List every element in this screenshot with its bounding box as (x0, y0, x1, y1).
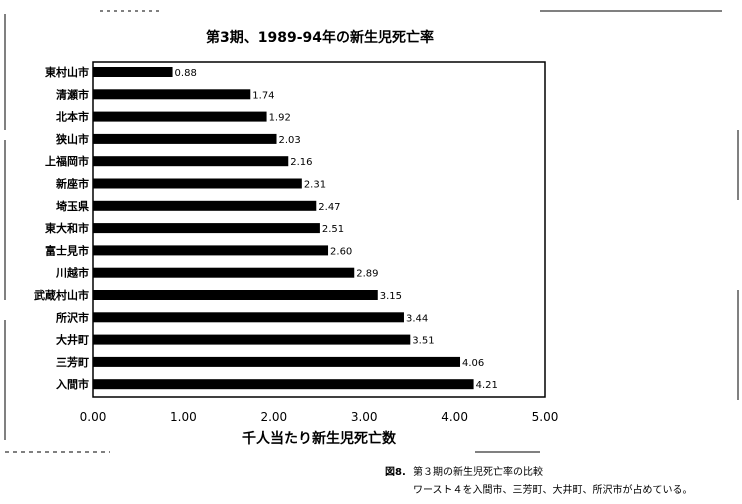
bar-value-label: 2.89 (356, 269, 378, 280)
bar (93, 356, 461, 367)
bar (93, 178, 302, 189)
category-label: 新座市 (56, 177, 89, 191)
x-tick-label: 3.00 (351, 410, 378, 424)
x-tick-label: 4.00 (441, 410, 468, 424)
bar-value-label: 2.47 (318, 202, 340, 213)
bar-value-label: 2.03 (279, 135, 301, 146)
x-tick-label: 5.00 (532, 410, 559, 424)
bar (93, 156, 289, 167)
scan-edge-lines (4, 10, 739, 453)
x-tick-label: 2.00 (260, 410, 287, 424)
category-label: 大井町 (56, 333, 89, 347)
category-label: 所沢市 (56, 310, 89, 324)
category-label: 富士見市 (45, 243, 89, 257)
bar (93, 334, 411, 345)
bar (93, 312, 404, 323)
category-label: 川越市 (55, 266, 89, 280)
category-label: 三芳町 (56, 355, 89, 369)
bar-value-label: 3.51 (412, 336, 434, 347)
bar-value-label: 2.60 (330, 246, 352, 257)
bar (93, 267, 355, 278)
category-label: 上福岡市 (45, 154, 89, 168)
category-label: 狭山市 (55, 132, 89, 146)
x-tick-label: 1.00 (170, 410, 197, 424)
x-tick-labels-group: 0.00 1.00 2.00 3.00 4.00 5.00 (80, 410, 559, 424)
bar (93, 89, 251, 100)
chart-title: 第3期、1989-94年の新生児死亡率 (206, 29, 434, 46)
bars-group: 0.88 1.74 1.92 2.03 2.16 2.31 2.47 2.51 2.60 2.89… (93, 67, 498, 391)
category-label: 東大和市 (45, 221, 89, 235)
bar (93, 133, 277, 144)
category-label: 入間市 (56, 377, 89, 391)
bar-value-label: 0.88 (175, 68, 197, 79)
bar-value-label: 2.51 (322, 224, 344, 235)
bar (93, 290, 378, 300)
bar-value-label: 1.92 (269, 113, 291, 124)
bar (93, 200, 317, 211)
bar (93, 245, 329, 256)
bar-value-label: 3.44 (406, 313, 428, 324)
category-label: 武蔵村山市 (34, 288, 89, 302)
figure-caption-label: 図8. (385, 467, 406, 478)
figure-caption-line-2: ワースト４を入間市、三芳町、大井町、所沢市が占めている。 (413, 485, 693, 496)
x-axis-label: 千人当たり新生児死亡数 (242, 430, 397, 447)
category-label: 東村山市 (45, 65, 89, 79)
bar-value-label: 3.15 (380, 291, 402, 302)
figure-caption-line-1: 第３期の新生児死亡率の比較 (413, 467, 543, 478)
bar (93, 223, 320, 234)
bar (93, 67, 173, 77)
bar (93, 379, 474, 390)
category-label: 清瀬市 (56, 87, 89, 101)
bar-value-label: 1.74 (252, 90, 274, 101)
bar-value-label: 4.21 (476, 380, 498, 391)
bar (93, 111, 267, 122)
bar-value-label: 2.16 (290, 157, 312, 168)
bar-value-label: 2.31 (304, 180, 326, 191)
bar-value-label: 4.06 (462, 358, 484, 369)
category-label: 北本市 (56, 110, 89, 124)
category-label: 埼玉県 (56, 199, 89, 213)
category-labels-group: 東村山市清瀬市北本市狭山市上福岡市新座市埼玉県東大和市富士見市川越市武蔵村山市所… (34, 65, 89, 391)
x-tick-label: 0.00 (80, 410, 107, 424)
